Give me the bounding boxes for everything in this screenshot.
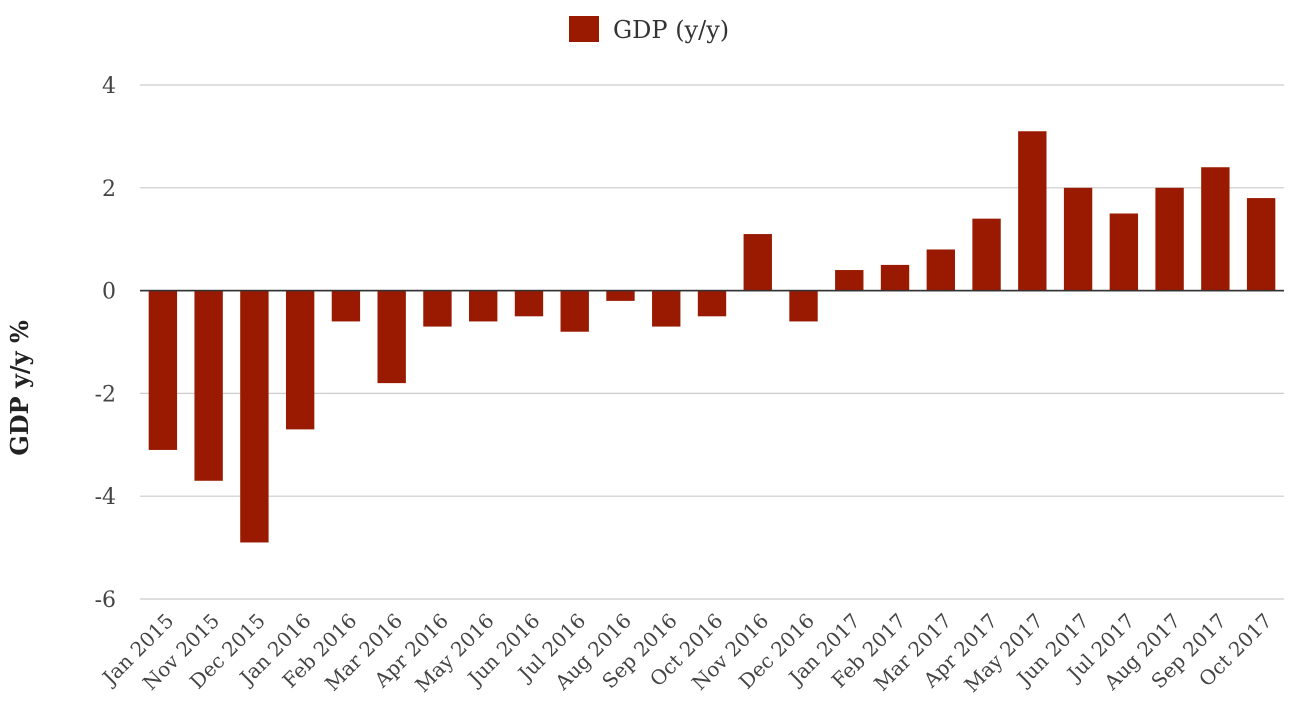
bar	[514, 290, 544, 317]
bars-layer	[148, 131, 1276, 543]
bar	[423, 290, 452, 327]
bar	[972, 218, 1001, 291]
bar	[1155, 187, 1184, 291]
bar	[469, 290, 498, 322]
legend-swatch	[569, 16, 599, 42]
bar	[652, 290, 681, 327]
bar	[194, 290, 223, 481]
bar	[1246, 198, 1276, 291]
bar	[1109, 213, 1139, 291]
bar	[1201, 167, 1230, 291]
bar	[926, 249, 955, 291]
bar	[1063, 187, 1093, 291]
y-tick-label: -6	[95, 588, 116, 613]
y-tick-label: 4	[102, 74, 116, 99]
y-tick-label: -4	[95, 485, 116, 510]
legend-label: GDP (y/y)	[613, 16, 729, 44]
bar	[285, 290, 315, 430]
y-tick-label: 0	[102, 280, 116, 305]
bar	[789, 290, 818, 322]
bar	[606, 290, 635, 301]
bar	[240, 290, 269, 543]
bar	[835, 270, 864, 291]
bar	[560, 290, 589, 332]
bar	[697, 290, 727, 317]
y-tick-label: 2	[102, 177, 116, 202]
legend: GDP (y/y)	[569, 16, 729, 44]
bar	[1018, 131, 1047, 291]
bar	[743, 234, 772, 291]
bar	[148, 290, 178, 450]
bar	[377, 290, 406, 384]
bar	[331, 290, 361, 322]
y-tick-label: -2	[95, 382, 116, 407]
y-axis-title: GDP y/y %	[5, 320, 34, 456]
bar	[880, 264, 910, 291]
